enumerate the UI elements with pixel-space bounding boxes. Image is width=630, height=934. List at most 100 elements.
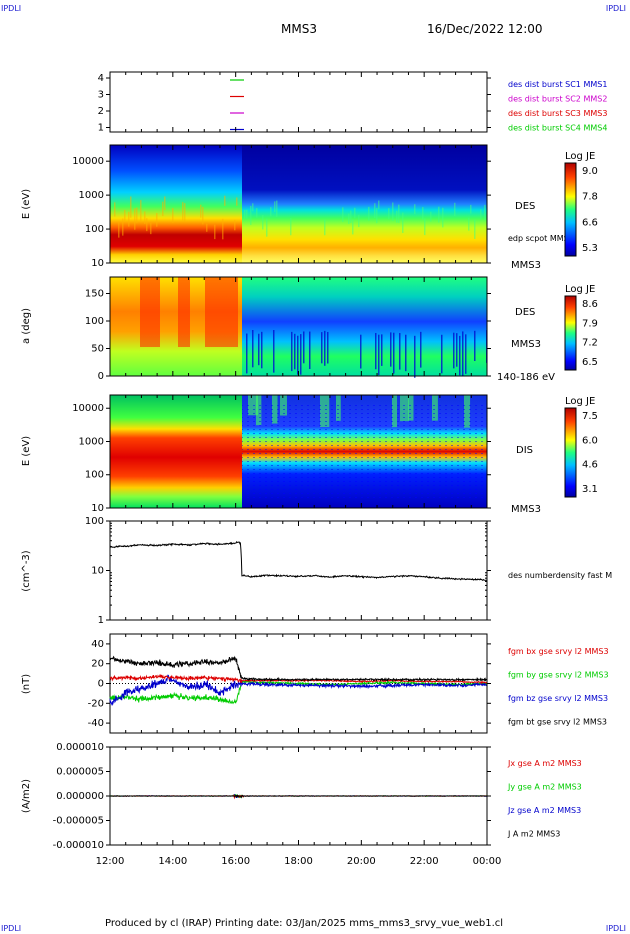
current-density-legend: Jx gse A m2 MMS3 — [507, 759, 582, 768]
des-energy-texture — [234, 219, 236, 231]
des-pitch-colorbar — [564, 295, 577, 371]
des-energy-texture — [114, 202, 116, 217]
des-pitch-dropout — [375, 332, 377, 370]
des-energy-texture — [424, 218, 426, 236]
des-pitch-dropout — [441, 334, 443, 374]
current-density-legend: Jy gse A m2 MMS3 — [507, 783, 582, 792]
des-energy-texture — [222, 218, 224, 240]
magnetic-field-legend: fgm by gse srvy l2 MMS3 — [508, 671, 609, 680]
des-energy-texture — [342, 207, 344, 222]
des-energy-texture — [270, 207, 272, 217]
des-energy-texture — [136, 207, 138, 224]
des-energy-texture — [350, 210, 352, 223]
des-pitch-colorbar-tick: 7.9 — [582, 318, 598, 329]
dis-energy-colorbar-tick: 4.6 — [582, 460, 598, 471]
magnetic-field-tick-label: 40 — [91, 639, 104, 650]
des-pitch-dropout — [309, 331, 311, 369]
des-energy-tick-label: 10000 — [72, 156, 104, 167]
des-energy-texture — [388, 208, 390, 220]
density-tick-label: 100 — [85, 516, 104, 527]
des-pitch-hot-band — [140, 277, 160, 347]
density-legend: des numberdensity fast M — [508, 571, 612, 580]
des-energy-texture — [134, 208, 136, 230]
des-energy-texture — [374, 203, 376, 219]
des-pitch-dropout — [399, 332, 401, 370]
availability-legend: des dist burst SC4 MMS4 — [508, 124, 607, 133]
time-tick-label: 00:00 — [473, 856, 502, 867]
des-energy-texture — [470, 204, 472, 214]
des-energy-tick-label: 10 — [91, 258, 104, 269]
corner-label-br: IPDLI — [605, 924, 626, 933]
magnetic-field-series — [109, 655, 487, 682]
des-pitch-dropout — [456, 333, 458, 367]
des-pitch-dropout — [294, 333, 296, 370]
dis-energy-colorbar-tick: 7.5 — [582, 411, 598, 422]
corner-label-bl: IPDLI — [1, 924, 22, 933]
des-pitch-spectrogram-after — [242, 277, 487, 376]
des-pitch-label2: MMS3 — [511, 339, 541, 350]
des-energy-texture — [128, 211, 130, 227]
des-energy-label2: edp scpot MMS3 — [508, 234, 574, 243]
des-pitch-dropout — [303, 331, 305, 364]
des-energy-texture — [480, 209, 482, 220]
des-pitch-ylabel: a (deg) — [21, 308, 32, 344]
dis-energy-colorbar-tick: 3.1 — [582, 484, 598, 495]
availability-tick-label: 1 — [98, 123, 104, 134]
des-pitch-colorbar-tick: 6.5 — [582, 357, 598, 368]
des-energy-texture — [358, 214, 360, 228]
dis-energy-colorbar — [564, 407, 577, 498]
des-pitch-tick-label: 50 — [91, 344, 104, 355]
des-energy-texture — [124, 209, 126, 222]
des-energy-texture — [368, 206, 370, 221]
time-tick-label: 18:00 — [284, 856, 313, 867]
des-energy-texture — [468, 217, 470, 231]
magnetic-field-series — [109, 679, 487, 705]
des-pitch-dropout — [324, 330, 326, 366]
magnetic-field-tick-label: -20 — [88, 698, 104, 709]
des-pitch-dropout — [459, 335, 461, 376]
dis-energy-label2: MMS3 — [511, 504, 541, 515]
des-energy-tick-label: 1000 — [79, 190, 104, 201]
des-pitch-dropout — [360, 334, 362, 369]
des-energy-texture — [442, 207, 444, 228]
des-energy-texture — [422, 207, 424, 220]
current-density-tick-label: 0.000005 — [56, 767, 104, 778]
des-energy-texture — [182, 202, 184, 221]
density-series — [109, 540, 487, 581]
des-pitch-dropout — [453, 332, 455, 369]
des-pitch-tick-label: 0 — [98, 371, 104, 382]
des-pitch-dropout — [246, 333, 248, 374]
des-energy-texture — [156, 213, 158, 227]
des-energy-ylabel: E (eV) — [21, 189, 32, 219]
availability-tick-label: 3 — [98, 90, 104, 101]
dis-energy-tick-label: 10000 — [72, 403, 104, 414]
des-pitch-dropout — [327, 331, 329, 364]
des-pitch-label3: 140-186 eV — [497, 372, 555, 383]
time-tick-label: 14:00 — [158, 856, 187, 867]
dis-energy-label: DIS — [516, 445, 533, 456]
des-energy-colorbar-title: Log JE — [565, 151, 595, 162]
des-pitch-dropout — [378, 334, 380, 376]
current-density-series — [109, 794, 488, 799]
des-energy-label3: MMS3 — [511, 260, 541, 271]
des-pitch-dropout — [462, 331, 464, 376]
corner-label-tl: IPDLI — [1, 4, 22, 13]
des-energy-texture — [402, 212, 404, 233]
des-energy-texture — [252, 203, 254, 212]
availability-legend: des dist burst SC3 MMS3 — [508, 109, 607, 118]
panel-density — [109, 520, 488, 621]
des-energy-texture — [244, 209, 246, 219]
des-energy-texture — [246, 209, 248, 219]
des-energy-texture — [164, 196, 166, 211]
des-energy-texture — [398, 204, 400, 223]
des-energy-texture — [202, 206, 204, 225]
dis-energy-texture — [242, 405, 487, 500]
footer-text: Produced by cl (IRAP) Printing date: 03/… — [105, 918, 504, 929]
availability-legend: des dist burst SC2 MMS2 — [508, 95, 607, 104]
dis-energy-tick-label: 1000 — [79, 436, 104, 447]
current-density-tick-label: -0.000010 — [53, 840, 104, 851]
des-energy-texture — [262, 215, 264, 230]
des-energy-texture — [324, 219, 326, 236]
des-pitch-dropout — [474, 330, 476, 361]
